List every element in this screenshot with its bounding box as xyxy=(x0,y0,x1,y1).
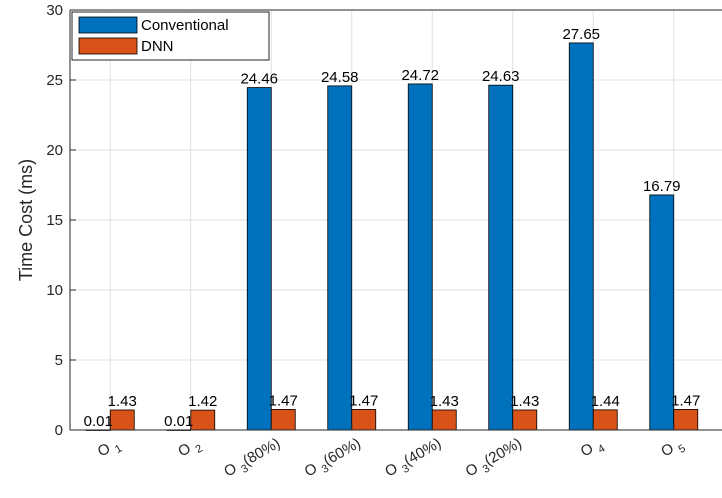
data-label: 24.58 xyxy=(321,69,359,86)
data-label: 0.01 xyxy=(164,413,193,430)
bar-conventional xyxy=(246,87,272,431)
y-tick-label: 15 xyxy=(46,212,63,229)
legend-label: DNN xyxy=(141,38,174,55)
y-tick-label: 30 xyxy=(46,2,63,19)
data-label: 1.43 xyxy=(510,393,539,410)
data-label: 16.79 xyxy=(643,178,681,195)
bar-dnn xyxy=(351,409,377,431)
bar-conventional xyxy=(649,194,675,431)
y-tick-label: 25 xyxy=(46,72,63,89)
y-tick-label: 5 xyxy=(55,352,63,369)
data-label: 1.47 xyxy=(349,392,378,409)
data-label: 1.43 xyxy=(430,393,459,410)
legend-swatch-dnn xyxy=(78,37,138,55)
legend-swatch-conventional xyxy=(78,16,138,34)
bar-dnn xyxy=(512,409,538,431)
x-tick-label: O 4 xyxy=(578,435,608,464)
data-label: 1.43 xyxy=(108,393,137,410)
bar-dnn xyxy=(592,409,618,431)
data-label: 0.01 xyxy=(84,413,113,430)
legend-label: Conventional xyxy=(141,17,229,34)
x-tick-label: O 3(20%) xyxy=(463,435,527,484)
y-tick-label: 20 xyxy=(46,142,63,159)
data-label: 24.46 xyxy=(240,71,278,88)
data-label: 1.47 xyxy=(671,392,700,409)
bar-dnn xyxy=(270,409,296,431)
data-label: 1.42 xyxy=(188,393,217,410)
gridlines xyxy=(70,9,722,431)
data-label: 1.47 xyxy=(269,392,298,409)
bar-conventional xyxy=(327,85,353,431)
bar-dnn xyxy=(190,409,216,431)
x-tick-label: O 3(40%) xyxy=(382,435,446,484)
legend: Conventional DNN xyxy=(71,11,270,61)
axes xyxy=(69,9,722,431)
x-tick-label: O 3(80%) xyxy=(221,435,285,484)
y-axis-label: Time Cost (ms) xyxy=(16,159,36,281)
bar-conventional xyxy=(568,42,594,431)
x-tick-label: O 3(60%) xyxy=(302,435,366,484)
bars xyxy=(85,42,699,431)
bar-conventional xyxy=(488,84,514,431)
data-label: 24.72 xyxy=(401,67,439,84)
data-label: 1.44 xyxy=(591,393,620,410)
x-tick-label: O 1 xyxy=(95,435,125,464)
x-tick-label: O 2 xyxy=(175,435,205,464)
bar-dnn xyxy=(431,409,457,431)
bar-dnn xyxy=(109,409,135,431)
y-tick-label: 10 xyxy=(46,282,63,299)
y-tick-label: 0 xyxy=(55,422,63,439)
bar-dnn xyxy=(673,409,699,431)
x-tick-label: O 5 xyxy=(658,435,688,464)
data-label: 27.65 xyxy=(562,26,600,43)
bar-conventional xyxy=(407,83,433,431)
data-label: 24.63 xyxy=(482,68,520,85)
